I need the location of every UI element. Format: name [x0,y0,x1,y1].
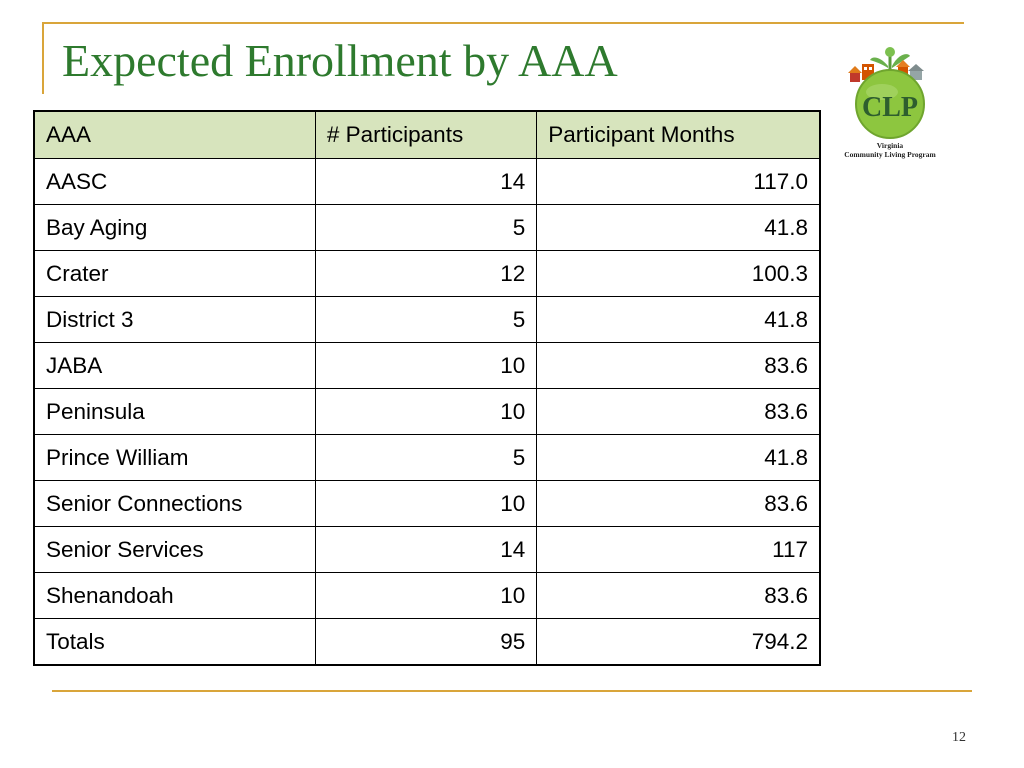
cell-aaa: Bay Aging [33,204,316,251]
cell-aaa: Senior Connections [33,480,316,527]
header-aaa: AAA [33,110,316,159]
table-header-row: AAA # Participants Participant Months [33,110,821,159]
cell-participant-months: 41.8 [536,204,821,251]
table-row: Peninsula 10 83.6 [33,388,821,435]
header-participant-months: Participant Months [536,110,821,159]
logo-text: CLP [862,92,918,123]
table-body: AASC 14 117.0 Bay Aging 5 41.8 Crater 12 100.3 Di… [33,158,821,666]
enrollment-table: AAA # Participants Participant Months AA… [33,110,821,666]
cell-participants: 95 [314,618,538,666]
cell-aaa: Totals [33,618,316,666]
cell-aaa: Prince William [33,434,316,481]
cell-participants: 10 [314,342,538,389]
cell-participant-months: 117.0 [536,158,821,205]
cell-participant-months: 41.8 [536,296,821,343]
cell-participant-months: 117 [536,526,821,573]
cell-aaa: AASC [33,158,316,205]
table-row: AASC 14 117.0 [33,158,821,205]
cell-participants: 10 [314,388,538,435]
left-rule [42,22,44,94]
cell-aaa: District 3 [33,296,316,343]
cell-participants: 5 [314,204,538,251]
cell-participants: 14 [314,158,538,205]
cell-participants: 12 [314,250,538,297]
clp-logo-graphic: CLP [848,47,925,139]
cell-aaa: Senior Services [33,526,316,573]
cell-participants: 10 [314,572,538,619]
table-row: Senior Connections 10 83.6 [33,480,821,527]
cell-participant-months: 100.3 [536,250,821,297]
bottom-rule [52,690,972,692]
cell-participants: 14 [314,526,538,573]
table-row: Shenandoah 10 83.6 [33,572,821,619]
table-row: Prince William 5 41.8 [33,434,821,481]
cell-participant-months: 794.2 [536,618,821,666]
table-row: Totals 95 794.2 [33,618,821,666]
logo-caption-program: Community Living Program [844,150,936,159]
cell-participants: 5 [314,296,538,343]
cell-participants: 10 [314,480,538,527]
cell-participant-months: 83.6 [536,342,821,389]
table-row: JABA 10 83.6 [33,342,821,389]
clp-logo: CLP Virginia Community Living Program [836,42,944,162]
table-row: Bay Aging 5 41.8 [33,204,821,251]
slide-number: 12 [952,730,966,745]
cell-aaa: Peninsula [33,388,316,435]
cell-participant-months: 83.6 [536,480,821,527]
cell-aaa: Crater [33,250,316,297]
slide-title: Expected Enrollment by AAA [62,35,618,86]
cell-participant-months: 83.6 [536,572,821,619]
table-row: Crater 12 100.3 [33,250,821,297]
cell-participant-months: 41.8 [536,434,821,481]
cell-participant-months: 83.6 [536,388,821,435]
top-rule [42,22,964,24]
logo-caption-state: Virginia [876,141,904,150]
cell-aaa: JABA [33,342,316,389]
cell-participants: 5 [314,434,538,481]
table-row: District 3 5 41.8 [33,296,821,343]
table-row: Senior Services 14 117 [33,526,821,573]
header-participants: # Participants [314,110,538,159]
cell-aaa: Shenandoah [33,572,316,619]
